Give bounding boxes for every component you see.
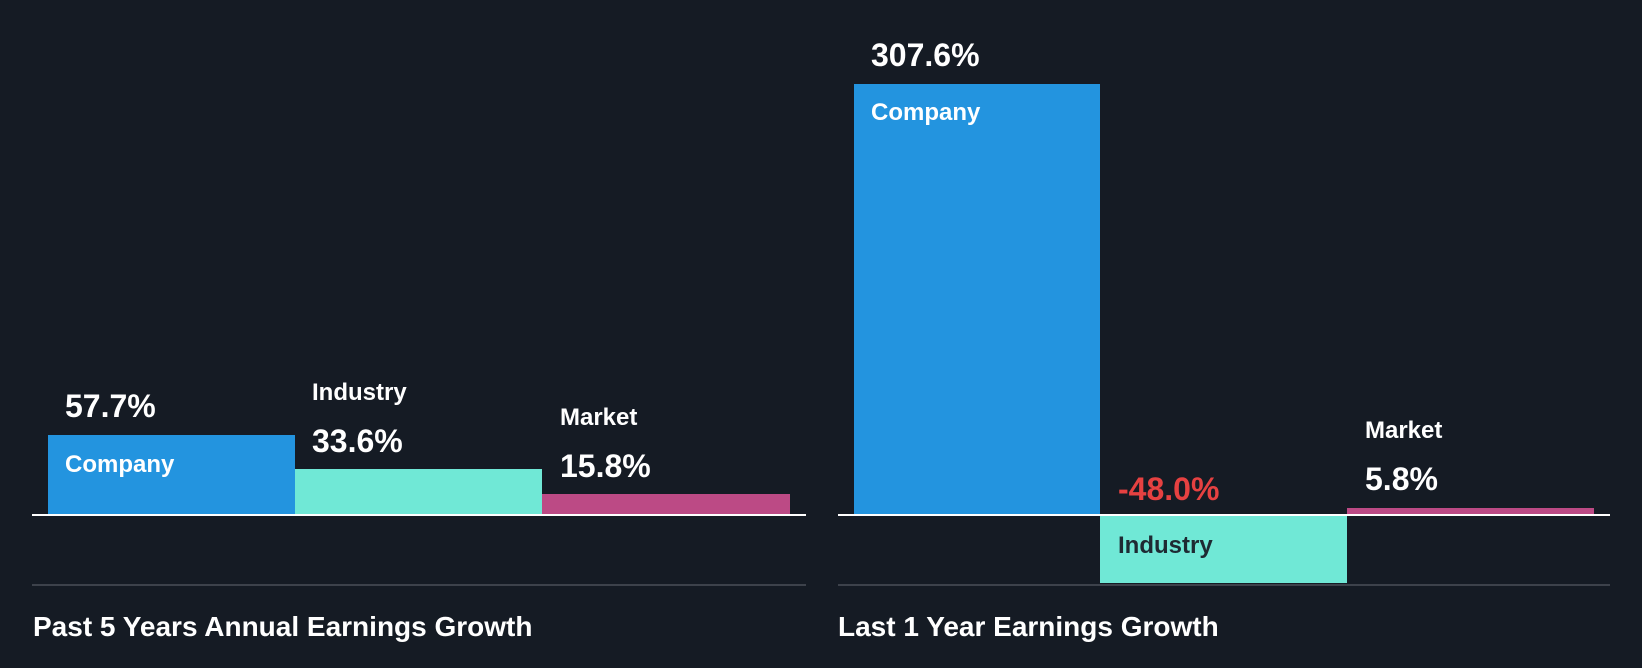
value-market-1y: 5.8% [1365,461,1438,497]
label-industry-1y: Industry [1118,532,1213,559]
label-market-1y: Market [1365,417,1443,444]
label-market-5y: Market [560,404,638,431]
chart-title-1y: Last 1 Year Earnings Growth [838,611,1219,642]
bar-company-1y [854,84,1100,515]
value-industry-5y: 33.6% [312,423,403,459]
value-company-1y: 307.6% [871,37,980,73]
chart-title-5y: Past 5 Years Annual Earnings Growth [33,611,533,642]
bar-company-5y [48,435,295,515]
zero-axis-1y [838,514,1610,516]
label-industry-5y: Industry [312,379,407,406]
bar-industry-1y [1100,515,1347,583]
label-company-1y: Company [871,99,981,126]
bar-market-5y [542,494,790,515]
value-market-5y: 15.8% [560,448,651,484]
zero-axis-5y [32,514,806,516]
value-company-5y: 57.7% [65,388,156,424]
bar-industry-5y [295,469,542,515]
bar-market-1y [1347,508,1594,515]
label-company-5y: Company [65,451,175,478]
divider-5y [32,584,806,586]
value-industry-1y: -48.0% [1118,471,1220,507]
divider-1y [838,584,1610,586]
